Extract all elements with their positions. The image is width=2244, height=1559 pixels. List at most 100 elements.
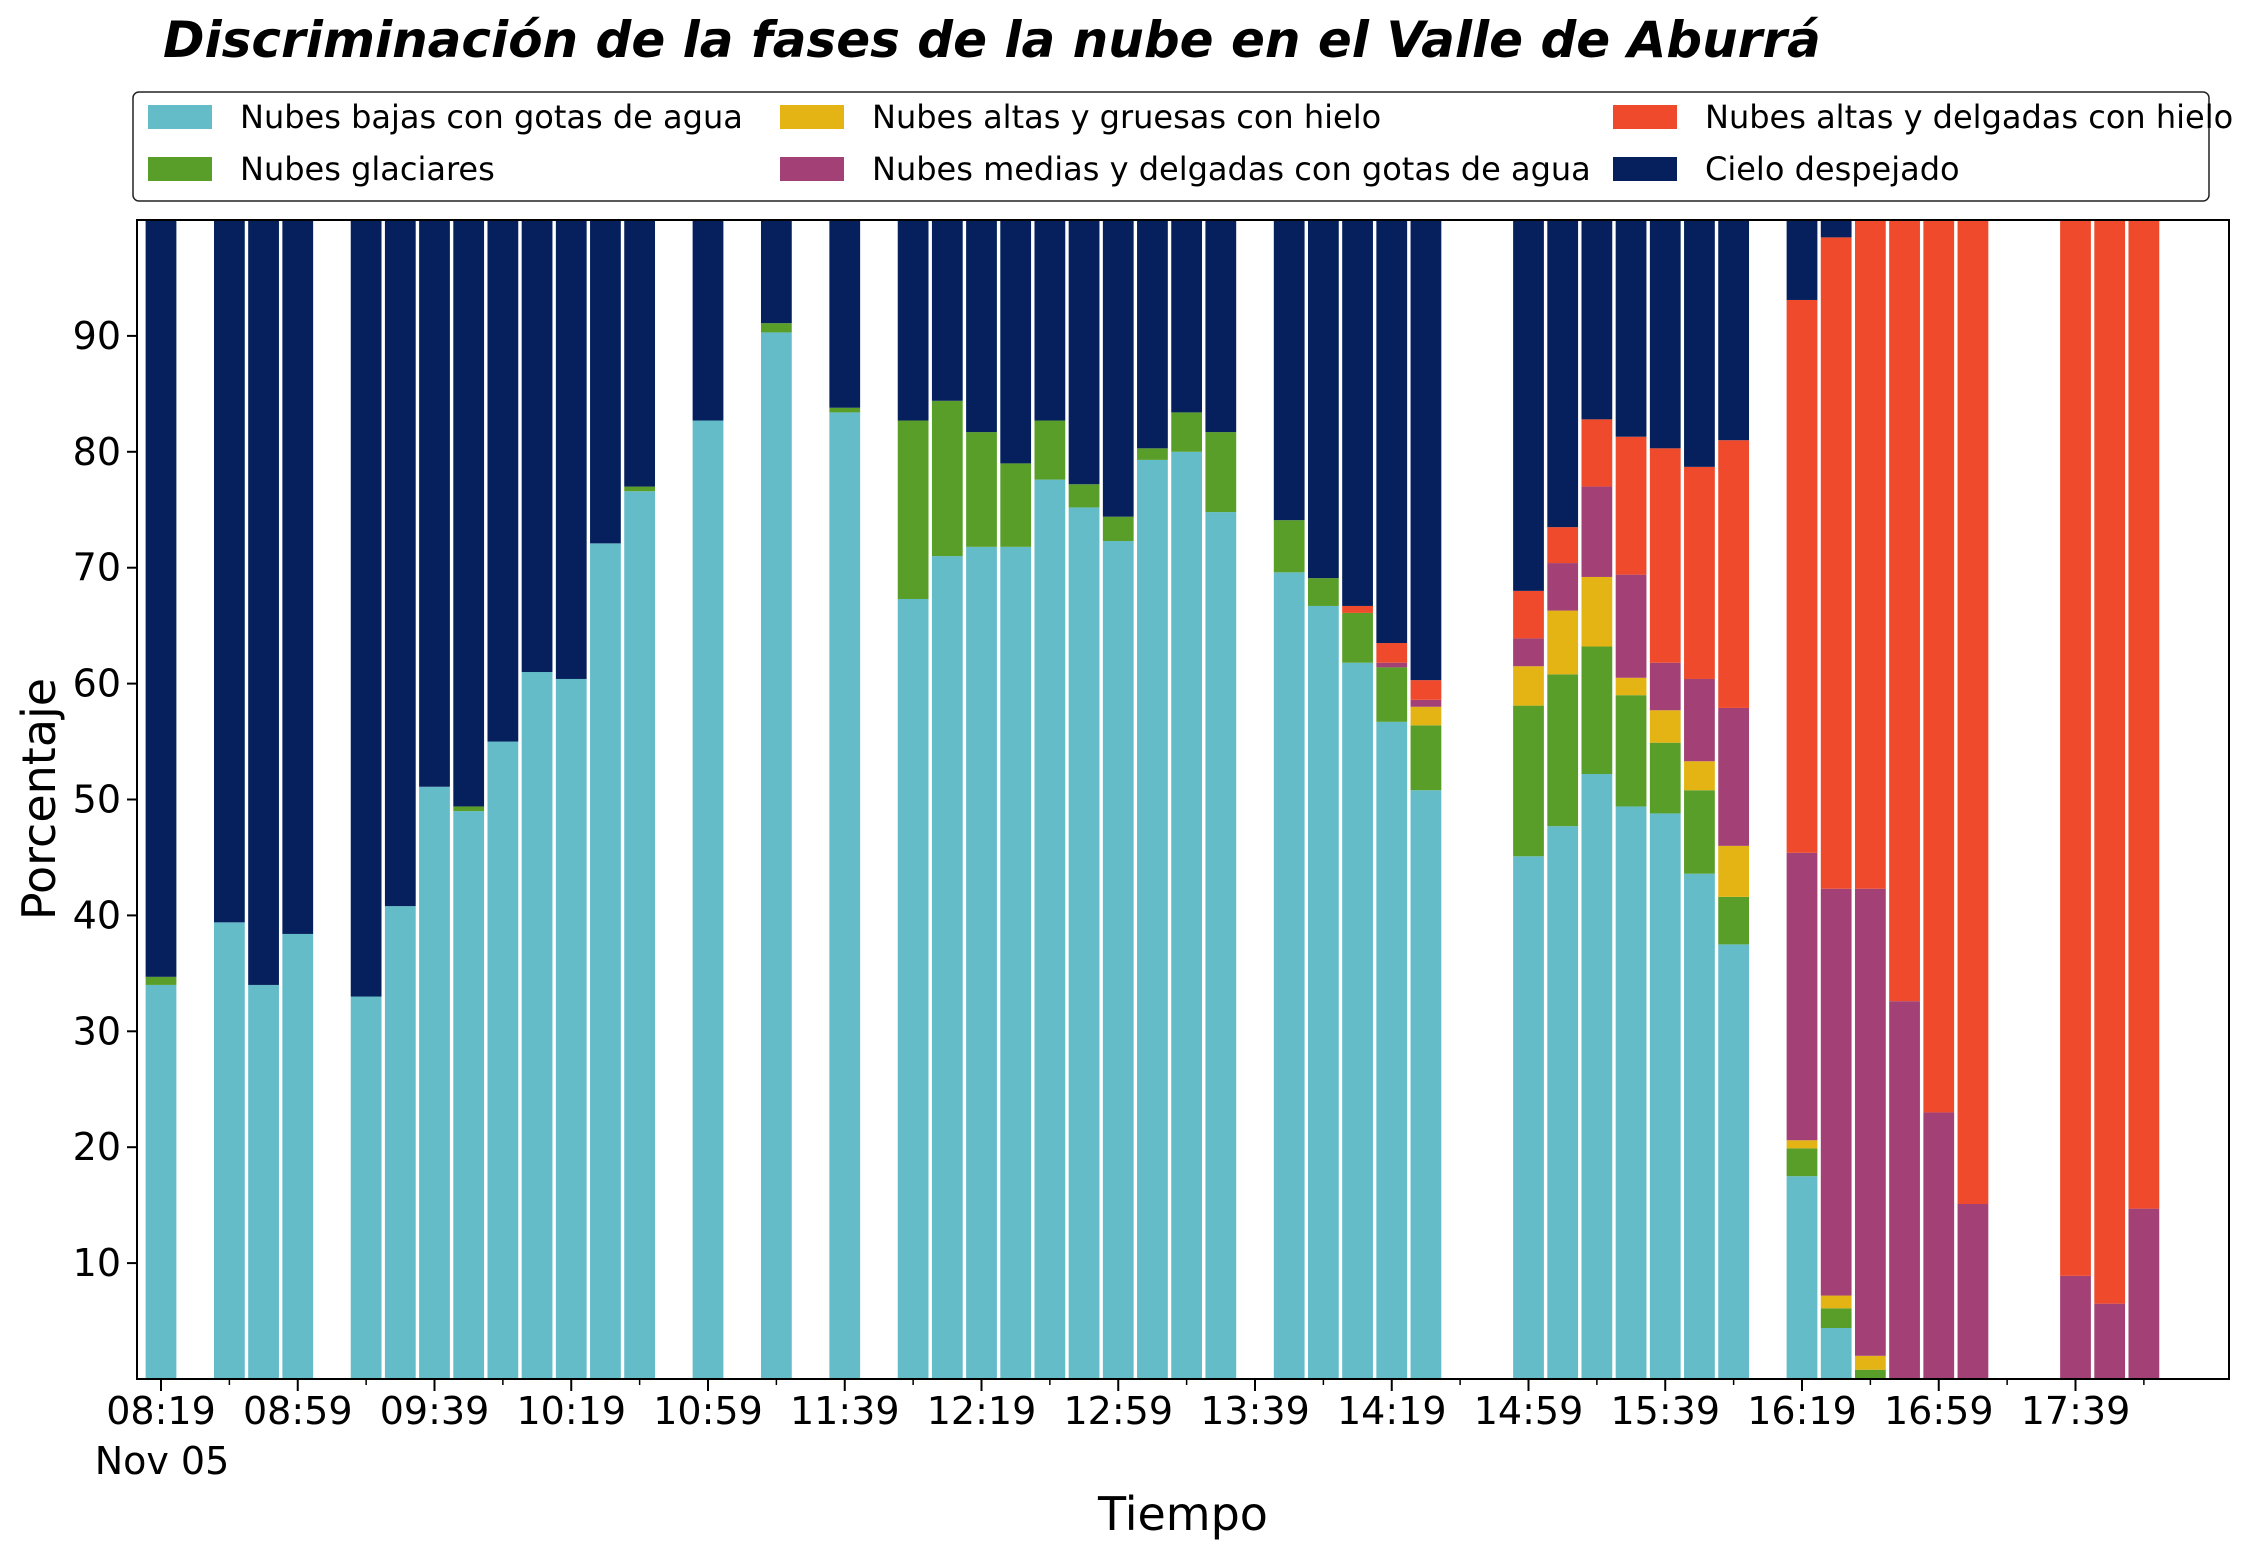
bar-segment [1786, 299, 1818, 853]
bar-1349 [1273, 220, 1305, 1379]
plot-area [136, 219, 2230, 1380]
x-tick-label: 13:39 [1200, 1389, 1310, 1433]
x-tick-label: 08:59 [243, 1389, 353, 1433]
bar-segment [966, 432, 997, 547]
bar-segment [419, 220, 450, 787]
bar-segment [1957, 1203, 1989, 1379]
bar-segment [1786, 220, 1818, 300]
x-tick-label: 10:19 [516, 1389, 626, 1433]
bar-segment [2060, 1275, 2091, 1379]
bar-segment [692, 420, 724, 1379]
bar-segment [760, 220, 792, 324]
chart-title: Discriminación de la fases de la nube en… [163, 11, 1821, 69]
bar-segment [1513, 220, 1544, 591]
bar-segment [1513, 666, 1544, 706]
bar-segment [1581, 419, 1613, 487]
bar-segment [555, 220, 587, 679]
bar-segment [1000, 546, 1032, 1379]
x-tick-label: 08:19 [106, 1389, 216, 1433]
legend-label: Nubes medias y delgadas con gotas de agu… [872, 150, 1591, 188]
bar-1539 [1649, 220, 1681, 1379]
y-tick-label: 20 [73, 1125, 121, 1169]
bar-1419 [1376, 220, 1408, 1379]
bar-segment [1342, 220, 1373, 606]
legend-swatch [1613, 105, 1677, 129]
bar-1019 [555, 220, 587, 1379]
bar-1119 [760, 220, 792, 1379]
bar-segment [1513, 705, 1544, 857]
bar-segment [213, 220, 245, 923]
bar-segment [1273, 520, 1305, 573]
bar-segment [1205, 512, 1237, 1379]
bar-segment [2094, 220, 2126, 1304]
bar-segment [1547, 220, 1579, 528]
bar-1359 [1307, 220, 1339, 1379]
bar-1009 [521, 220, 553, 1379]
bar-segment [1820, 888, 1852, 1296]
bar-segment [1820, 1295, 1852, 1309]
bar-0959 [487, 220, 519, 1379]
bar-segment [1581, 774, 1613, 1379]
bar-0839 [213, 220, 245, 1379]
bar-1639 [1854, 220, 1886, 1379]
bar-segment [1786, 1140, 1818, 1149]
bar-segment [1854, 1369, 1886, 1379]
bar-segment [350, 220, 382, 997]
bar-segment [453, 811, 485, 1379]
y-tick-label: 70 [73, 546, 121, 590]
bar-segment [1923, 220, 1955, 1113]
bar-segment [1068, 220, 1100, 485]
bar-0859 [282, 220, 314, 1379]
bar-segment [1102, 541, 1134, 1379]
bar-segment [1410, 706, 1442, 726]
bar-segment [1786, 1148, 1818, 1177]
bar-segment [931, 220, 963, 401]
bar-segment [1547, 826, 1579, 1379]
bar-segment [1649, 220, 1681, 449]
bar-segment [1854, 888, 1886, 1356]
bar-segment [1137, 448, 1168, 460]
bar-segment [1307, 578, 1339, 606]
bar-segment [1068, 507, 1100, 1379]
bar-segment [1000, 463, 1032, 547]
bar-segment [624, 220, 656, 487]
legend-entry: Nubes altas y gruesas con hielo [780, 98, 1381, 136]
bar-segment [1820, 1308, 1852, 1328]
bar-segment [1718, 896, 1750, 945]
bar-segment [1410, 790, 1442, 1379]
bar-1429 [1410, 220, 1442, 1379]
bar-1759 [2128, 220, 2160, 1379]
bar-segment [1410, 725, 1442, 791]
legend-entry: Nubes altas y delgadas con hielo [1613, 98, 2233, 136]
bar-segment [1376, 643, 1408, 663]
bar-segment [1547, 527, 1579, 564]
bar-segment [1205, 432, 1237, 513]
bar-segment [1684, 761, 1715, 791]
bar-segment [1342, 612, 1373, 663]
bar-segment [897, 420, 929, 599]
bar-segment [350, 996, 382, 1379]
bar-segment [1684, 678, 1715, 762]
bar-segment [1034, 479, 1066, 1379]
legend-label: Nubes altas y delgadas con hielo [1705, 98, 2233, 136]
bar-segment [624, 486, 656, 492]
bar-1619 [1786, 220, 1818, 1379]
bar-1239 [1034, 220, 1066, 1379]
legend-label: Nubes altas y gruesas con hielo [872, 98, 1381, 136]
bar-segment [248, 220, 279, 985]
bar-segment [897, 220, 929, 421]
date-label: Nov 05 [95, 1439, 230, 1483]
bar-segment [1649, 662, 1681, 711]
bar-1029 [590, 220, 621, 1379]
bar-segment [2094, 1303, 2126, 1379]
bar-segment [1410, 220, 1442, 681]
bar-segment [1786, 852, 1818, 1141]
x-tick-label: 10:59 [653, 1389, 763, 1433]
bar-segment [248, 984, 279, 1379]
bar-segment [419, 786, 450, 1379]
bar-segment [145, 984, 177, 1379]
legend-swatch [148, 157, 212, 181]
bar-segment [1957, 220, 1989, 1204]
bar-segment [1615, 436, 1647, 575]
bar-1259 [1102, 220, 1134, 1379]
